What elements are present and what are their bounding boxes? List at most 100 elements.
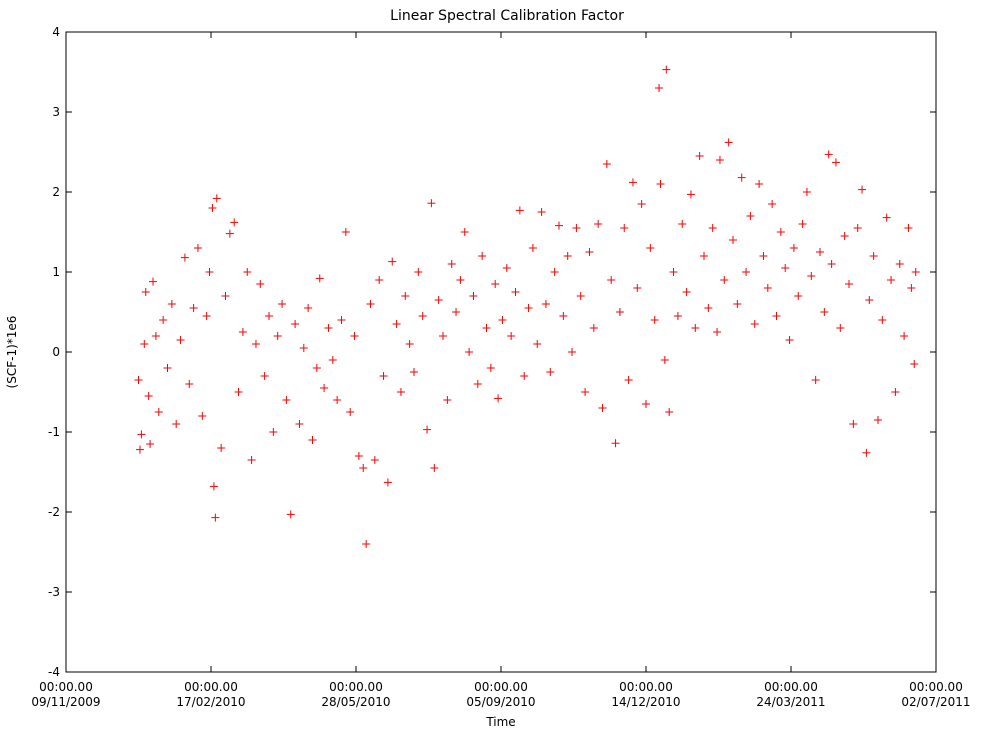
data-point bbox=[209, 482, 218, 491]
data-point bbox=[733, 300, 742, 308]
data-point bbox=[737, 173, 746, 182]
data-point bbox=[691, 324, 700, 332]
data-point bbox=[708, 224, 717, 232]
data-point bbox=[750, 320, 759, 328]
data-point bbox=[827, 260, 836, 268]
data-point bbox=[383, 478, 392, 487]
data-point bbox=[447, 260, 456, 268]
data-point bbox=[193, 244, 202, 252]
data-point bbox=[789, 244, 798, 252]
data-point bbox=[715, 156, 724, 164]
x-tick-label-date: 17/02/2010 bbox=[176, 695, 245, 709]
data-point bbox=[546, 368, 555, 376]
data-point bbox=[794, 292, 803, 300]
data-point bbox=[576, 292, 585, 300]
data-point bbox=[713, 328, 722, 336]
data-point bbox=[520, 372, 529, 380]
data-point bbox=[460, 228, 469, 236]
x-tick-label-time: 00:00.00 bbox=[39, 680, 93, 694]
data-point bbox=[278, 300, 287, 308]
data-point bbox=[498, 316, 507, 324]
chart-title: Linear Spectral Calibration Factor bbox=[390, 8, 624, 24]
data-point bbox=[225, 229, 234, 238]
data-point bbox=[555, 221, 563, 230]
data-point bbox=[891, 388, 900, 396]
data-point bbox=[146, 440, 155, 448]
data-point bbox=[642, 400, 650, 408]
data-point bbox=[589, 324, 598, 332]
data-point bbox=[456, 276, 465, 284]
data-point bbox=[256, 280, 265, 288]
data-point bbox=[878, 316, 887, 324]
data-point bbox=[320, 384, 329, 392]
data-point bbox=[247, 456, 256, 464]
data-point bbox=[502, 264, 511, 272]
x-tick-label-time: 00:00.00 bbox=[909, 680, 963, 694]
data-point bbox=[624, 376, 633, 384]
data-point bbox=[212, 194, 221, 203]
data-point bbox=[768, 200, 777, 208]
data-point bbox=[678, 220, 687, 228]
data-point bbox=[724, 138, 733, 147]
data-point bbox=[151, 332, 160, 340]
data-point bbox=[198, 412, 207, 420]
data-point bbox=[312, 364, 321, 372]
x-tick-label-time: 00:00.00 bbox=[619, 680, 673, 694]
data-point bbox=[759, 252, 768, 260]
data-point bbox=[568, 348, 577, 356]
data-point bbox=[742, 268, 751, 276]
y-tick-label: 0 bbox=[52, 345, 60, 359]
data-point bbox=[865, 296, 874, 304]
data-point bbox=[243, 268, 252, 276]
data-point bbox=[295, 420, 304, 428]
data-point bbox=[615, 308, 624, 316]
data-point bbox=[494, 394, 503, 403]
data-point bbox=[862, 448, 871, 457]
data-point bbox=[251, 340, 260, 348]
data-point bbox=[655, 84, 664, 92]
data-point bbox=[785, 336, 794, 344]
data-point bbox=[598, 404, 607, 412]
data-point bbox=[853, 224, 862, 232]
data-point bbox=[729, 236, 737, 244]
data-point bbox=[811, 376, 820, 384]
data-point bbox=[414, 268, 423, 276]
data-point bbox=[140, 340, 149, 348]
data-point bbox=[669, 268, 678, 276]
data-point bbox=[633, 284, 642, 292]
data-point bbox=[346, 408, 355, 416]
data-point bbox=[443, 396, 452, 404]
data-point bbox=[585, 248, 594, 256]
x-axis-label: Time bbox=[485, 715, 515, 729]
y-tick-label: -4 bbox=[48, 665, 60, 679]
x-tick-label-time: 00:00.00 bbox=[474, 680, 528, 694]
data-point bbox=[134, 376, 143, 384]
data-point bbox=[163, 364, 172, 372]
data-point bbox=[704, 304, 713, 312]
data-point bbox=[646, 244, 655, 252]
data-point bbox=[282, 396, 291, 404]
data-point bbox=[333, 396, 342, 404]
data-point bbox=[700, 252, 708, 260]
data-point bbox=[328, 356, 337, 364]
data-point bbox=[882, 213, 891, 222]
data-point bbox=[831, 158, 840, 167]
data-point bbox=[563, 252, 572, 260]
data-point bbox=[375, 276, 384, 284]
data-point bbox=[299, 344, 308, 352]
data-point bbox=[911, 268, 920, 276]
data-point bbox=[430, 464, 439, 472]
data-point bbox=[840, 232, 849, 240]
y-tick-label: 3 bbox=[52, 105, 60, 119]
data-point bbox=[427, 199, 436, 208]
data-point bbox=[135, 445, 144, 454]
x-tick-label-date: 02/07/2011 bbox=[901, 695, 970, 709]
data-point bbox=[269, 428, 278, 436]
data-point bbox=[686, 190, 695, 199]
data-point bbox=[469, 292, 478, 300]
x-tick-label-date: 28/05/2010 bbox=[321, 695, 390, 709]
y-tick-label: -3 bbox=[48, 585, 60, 599]
data-point bbox=[695, 152, 704, 160]
data-point bbox=[434, 296, 443, 304]
y-tick-label: 1 bbox=[52, 265, 60, 279]
